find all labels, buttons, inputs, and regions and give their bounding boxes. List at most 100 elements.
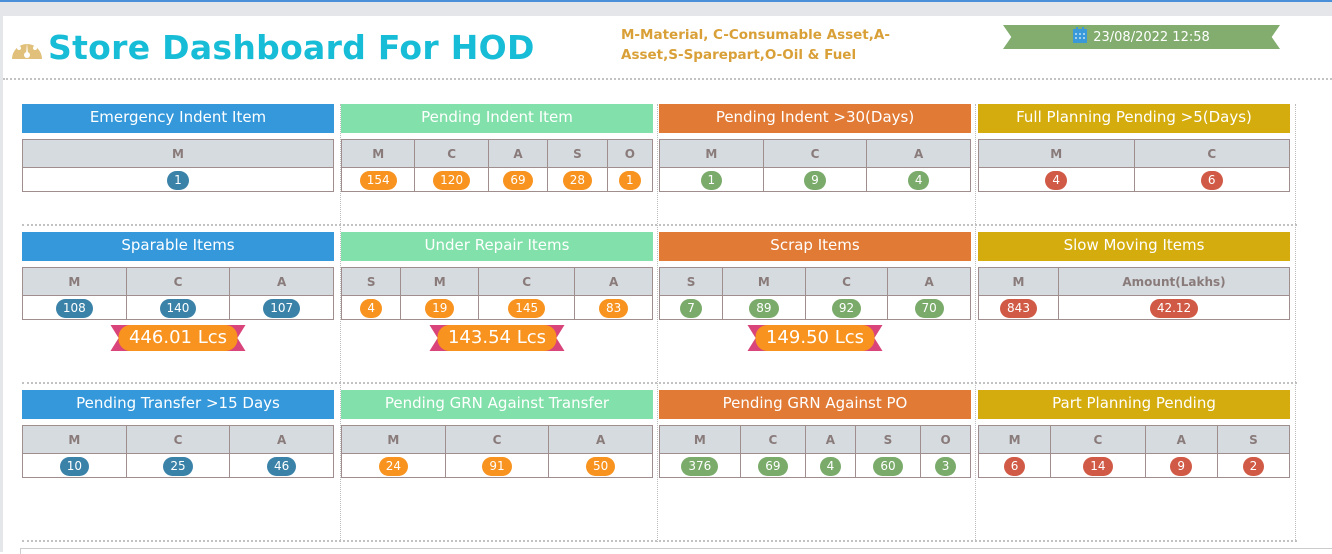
value-cell: 1 xyxy=(22,167,334,192)
count-badge[interactable]: 145 xyxy=(508,299,546,318)
count-badge[interactable]: 83 xyxy=(598,299,629,318)
panel-scrap-items: Scrap Items S M C A 7 89 92 70 149.50 Lcs xyxy=(658,232,971,351)
count-badge[interactable]: 10 xyxy=(59,457,89,476)
count-badge[interactable]: 69 xyxy=(758,457,788,476)
panel-table: M C A 10 25 46 xyxy=(22,425,334,478)
value-cell: 50 xyxy=(548,453,653,478)
divider xyxy=(22,224,1297,226)
count-badge[interactable]: 3 xyxy=(934,457,957,476)
count-badge[interactable]: 46 xyxy=(267,457,297,476)
count-badge[interactable]: 4 xyxy=(360,299,382,318)
column-header: M xyxy=(22,425,127,454)
panel-table: M Amount(Lakhs) 843 42.12 xyxy=(978,267,1290,320)
panel-emergency-indent-item: Emergency Indent Item M 1 xyxy=(22,104,334,192)
column-header: S xyxy=(1216,425,1291,454)
count-badge[interactable]: 154 xyxy=(359,171,397,190)
value-cell: 140 xyxy=(125,295,231,320)
panel-part-planning-pending: Part Planning Pending M C A S 6 14 9 2 xyxy=(977,390,1291,478)
count-badge[interactable]: 9 xyxy=(804,171,826,190)
value-cell: 19 xyxy=(400,295,480,320)
count-badge[interactable]: 1 xyxy=(700,171,723,190)
column-header: S xyxy=(658,267,724,296)
count-badge[interactable]: 91 xyxy=(482,457,512,476)
column-header: S xyxy=(340,267,402,296)
total-ribbon: 143.54 Lcs xyxy=(429,325,565,351)
count-badge[interactable]: 89 xyxy=(749,299,779,318)
count-badge[interactable]: 24 xyxy=(378,457,408,476)
column-header: C xyxy=(414,139,489,168)
panel-table: M C A 108 140 107 xyxy=(22,267,334,320)
count-badge[interactable]: 376 xyxy=(681,457,719,476)
column-header: M xyxy=(659,139,764,168)
count-badge[interactable]: 7 xyxy=(680,299,702,318)
count-badge[interactable]: 28 xyxy=(562,171,593,190)
count-badge[interactable]: 6 xyxy=(1003,457,1026,476)
panel-title: Under Repair Items xyxy=(341,232,653,261)
column-header: C xyxy=(1133,139,1290,168)
total-amount: 446.01 Lcs xyxy=(118,325,237,351)
count-badge[interactable]: 4 xyxy=(1045,171,1068,190)
count-badge[interactable]: 25 xyxy=(163,457,193,476)
count-badge[interactable]: 60 xyxy=(873,457,903,476)
count-badge[interactable]: 140 xyxy=(159,299,197,318)
column-header: C xyxy=(762,139,868,168)
count-badge[interactable]: 19 xyxy=(425,299,455,318)
value-cell: 69 xyxy=(739,453,807,478)
count-badge[interactable]: 42.12 xyxy=(1149,299,1199,318)
column-header: A xyxy=(229,267,334,296)
panel-title: Pending Indent >30(Days) xyxy=(659,104,971,133)
count-badge[interactable]: 1 xyxy=(618,171,641,190)
count-badge[interactable]: 843 xyxy=(1000,299,1037,318)
count-badge[interactable]: 108 xyxy=(55,299,93,318)
value-cell: 60 xyxy=(854,453,922,478)
left-strip xyxy=(0,16,3,552)
column-header: A xyxy=(1144,425,1218,454)
datetime-banner: 23/08/2022 12:58 xyxy=(1003,25,1280,49)
count-badge[interactable]: 50 xyxy=(586,457,616,476)
bottom-section xyxy=(20,548,1332,554)
panel-title: Pending GRN Against PO xyxy=(659,390,971,419)
panel-under-repair-items: Under Repair Items S M C A 4 19 145 83 143.54 Lcs xyxy=(340,232,653,351)
panel-pending-grn-against-transfer: Pending GRN Against Transfer M C A 24 91 50 xyxy=(341,390,653,478)
dashboard-gauge-icon xyxy=(10,31,44,65)
count-badge[interactable]: 1 xyxy=(167,171,189,190)
page-title: Store Dashboard For HOD xyxy=(48,28,535,67)
count-badge[interactable]: 107 xyxy=(263,299,301,318)
total-ribbon: 446.01 Lcs xyxy=(110,325,246,351)
panel-title: Pending Transfer >15 Days xyxy=(22,390,334,419)
count-badge[interactable]: 4 xyxy=(907,171,930,190)
count-badge[interactable]: 2 xyxy=(1242,457,1265,476)
calendar-icon xyxy=(1073,27,1088,47)
column-header: A xyxy=(487,139,549,168)
column-header: A xyxy=(574,267,653,296)
value-cell: 1 xyxy=(659,167,764,192)
count-badge[interactable]: 4 xyxy=(819,457,842,476)
value-cell: 145 xyxy=(478,295,576,320)
count-badge[interactable]: 9 xyxy=(1170,457,1193,476)
count-badge[interactable]: 69 xyxy=(503,171,533,190)
column-divider xyxy=(975,104,976,542)
count-badge[interactable]: 120 xyxy=(433,171,471,190)
count-badge[interactable]: 14 xyxy=(1083,457,1113,476)
value-cell: 107 xyxy=(229,295,334,320)
column-divider xyxy=(1295,104,1296,542)
value-cell: 120 xyxy=(414,167,489,192)
value-cell: 9 xyxy=(762,167,868,192)
value-cell: 2 xyxy=(1216,453,1291,478)
panel-slow-moving-items: Slow Moving Items M Amount(Lakhs) 843 42.12 xyxy=(978,232,1290,320)
count-badge[interactable]: 70 xyxy=(914,299,944,318)
panel-pending-indent-item: Pending Indent Item M C A S O 154 120 69 28 1 xyxy=(340,104,654,192)
count-badge[interactable]: 6 xyxy=(1200,171,1223,190)
panel-pending-transfer-15-days: Pending Transfer >15 Days M C A 10 25 46 xyxy=(22,390,334,478)
column-header: C xyxy=(125,267,231,296)
value-cell: 46 xyxy=(229,453,334,478)
column-header: C xyxy=(804,267,889,296)
count-badge[interactable]: 92 xyxy=(831,299,862,318)
value-cell: 14 xyxy=(1050,453,1146,478)
value-cell: 42.12 xyxy=(1058,295,1290,320)
panel-table: M C A S O 154 120 69 28 1 xyxy=(340,139,654,192)
value-cell: 6 xyxy=(1133,167,1290,192)
